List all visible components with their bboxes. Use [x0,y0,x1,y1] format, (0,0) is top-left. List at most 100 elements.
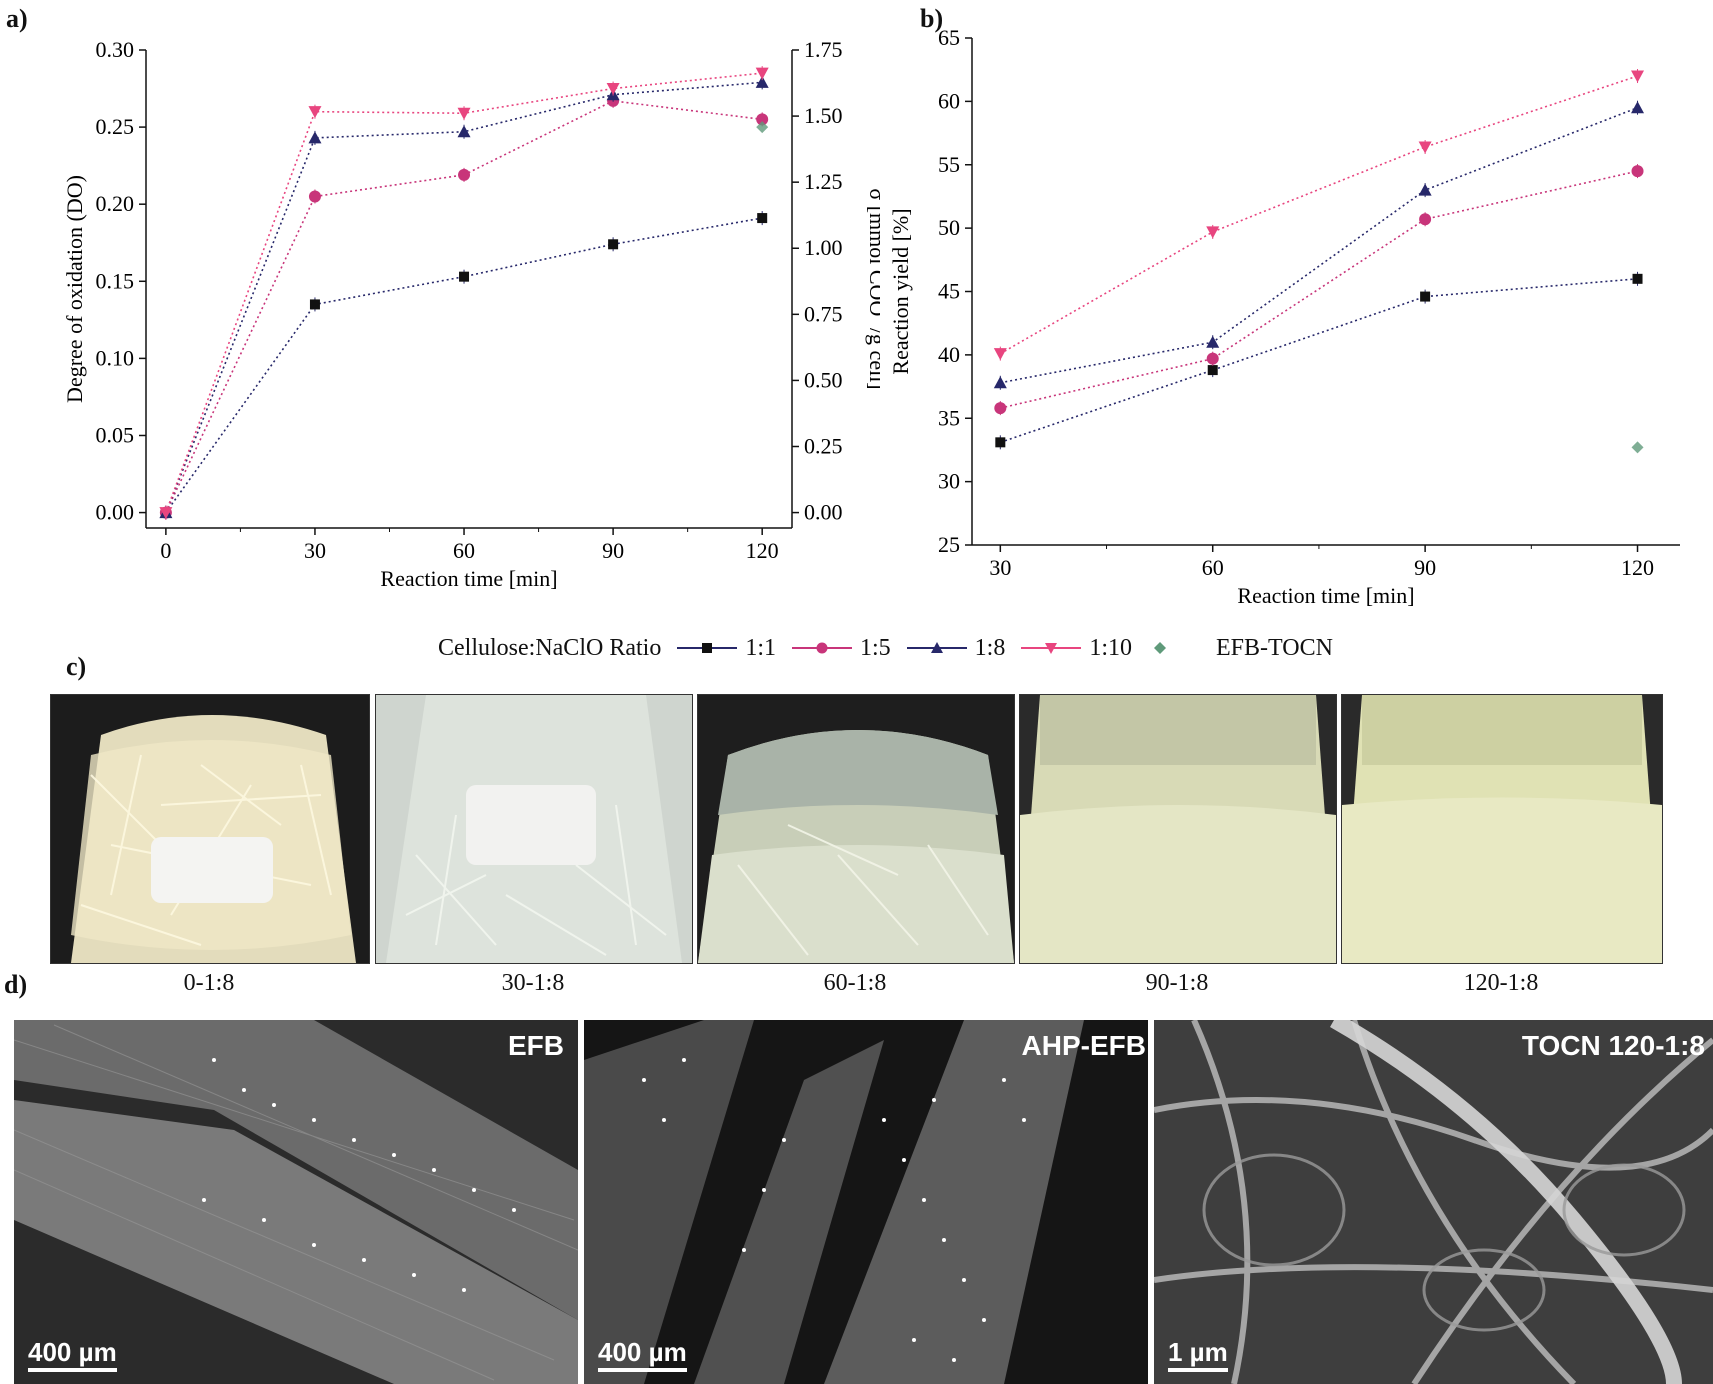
data-point-1-1 [995,437,1006,448]
x-tick-label: 90 [1414,555,1436,580]
right-tick-label: 0.75 [804,301,843,326]
flask-0-image [51,695,369,963]
y-tick-label: 0.10 [96,345,135,370]
data-point-1-1 [608,239,619,250]
data-point-1-5 [756,113,769,126]
scale-bar-efb: 400 µm [28,1337,117,1372]
data-point-1-1 [757,213,768,224]
data-point-1-5 [458,168,471,181]
x-tick-label: 60 [1202,555,1224,580]
sem-image-tocn: TOCN 120-1:8 1 µm [1154,1020,1713,1384]
data-point-1-10 [993,348,1007,361]
panel-label-d: d) [4,970,28,999]
legend-marker-square-icon [677,643,738,653]
data-point-efb-tocn [1631,441,1644,454]
legend-marker-diamond-icon [1154,642,1166,654]
y-tick-label: 0.20 [96,191,135,216]
right-tick-label: 0.00 [804,500,843,525]
y-tick-label: 60 [938,88,960,113]
chart-degree-of-oxidation: 0 30 60 90 120 0.00 0.05 0.10 0.15 0.20 0.25 0.30 0.… [62,37,880,591]
chart-reaction-yield: 30 60 90 120 25 30 35 40 45 50 55 60 65 Reaction time… [888,25,1680,608]
right-tick-label: 1.75 [804,37,843,62]
data-point-1-5 [1206,352,1219,365]
sem-label-ahp-efb: AHP-EFB [1021,1030,1146,1061]
legend-title: Cellulose:NaClO Ratio [438,634,662,661]
data-point-1-8 [1631,101,1645,114]
flask-90-image [1020,695,1336,963]
data-point-1-1 [1207,365,1218,376]
data-point-1-8 [1418,183,1432,196]
legend-item-1-8: 1:8 [905,635,1005,662]
legend-item-1-10: 1:10 [1019,635,1132,662]
data-point-1-8 [457,125,471,138]
y-tick-label: 65 [938,25,960,50]
x-tick-label: 120 [746,538,779,563]
chart-legend: Cellulose:NaClO Ratio 1:1 1:5 1:8 1:10 E [438,630,1333,666]
legend-marker-triangle-down-icon [1021,643,1082,654]
x-tick-label: 120 [1621,555,1654,580]
flask-120-image [1342,695,1662,963]
photo-caption-60: 60-1:8 [823,970,887,996]
y-tick-label: 35 [938,405,960,430]
flask-30-image [376,695,692,963]
flask-photo-0 [50,694,370,964]
series-line-1-10 [999,75,1638,355]
photo-caption-0: 0-1:8 [183,970,235,996]
y-axis-title: Degree of oxidation (DO) [62,175,87,403]
legend-marker-circle-icon [791,642,852,654]
x-axis-title: Reaction time [min] [380,566,557,591]
legend-item-efb-tocn: EFB-TOCN [1146,635,1333,662]
series-line-1-5 [165,100,763,513]
sem-efb-image [14,1020,578,1384]
flask-60-image [698,695,1014,963]
photo-caption-120: 120-1:8 [1463,970,1539,996]
y-axis-title: Reaction yield [%] [888,208,913,374]
scale-bar-tocn: 1 µm [1168,1337,1228,1372]
y-tick-label: 0.15 [96,268,135,293]
series-line-1-8 [1000,106,1638,384]
photo-caption-30: 30-1:8 [501,970,565,996]
right-tick-label: 1.00 [804,235,843,260]
y-tick-label: 0.30 [96,37,135,62]
data-point-1-10 [159,507,173,520]
flask-photo-60 [697,694,1015,964]
right-tick-label: 1.25 [804,169,843,194]
data-point-1-5 [1419,213,1432,226]
x-tick-label: 30 [989,555,1011,580]
panel-label-c: c) [66,652,87,681]
sem-tocn-image [1154,1020,1713,1384]
y-tick-label: 45 [938,279,960,304]
y-tick-label: 0.25 [96,114,135,139]
legend-marker-triangle-up-icon [906,642,967,653]
y-tick-label: 55 [938,152,960,177]
series-line-1-8 [165,81,763,513]
series-line-1-5 [1000,170,1638,409]
y-tick-label: 40 [938,342,960,367]
scale-bar-ahp-efb: 400 µm [598,1337,687,1372]
flask-photo-90 [1019,694,1337,964]
x-tick-label: 90 [602,538,624,563]
data-point-1-10 [1631,70,1645,83]
data-point-1-1 [459,271,470,282]
right-tick-label: 1.50 [804,103,843,128]
sem-ahp-efb-image [584,1020,1148,1384]
data-point-1-10 [1206,226,1220,239]
x-tick-label: 30 [304,538,326,563]
x-tick-label: 60 [453,538,475,563]
data-point-1-5 [308,190,321,203]
right-tick-label: 0.50 [804,367,843,392]
data-point-1-10 [457,107,471,120]
data-point-1-8 [993,376,1007,389]
series-line-1-1 [165,217,763,514]
data-point-1-1 [1420,291,1431,302]
data-point-1-10 [755,67,769,80]
sem-image-ahp-efb: AHP-EFB 400 µm [584,1020,1148,1384]
data-point-1-5 [1631,165,1644,178]
y-tick-label: 25 [938,532,960,557]
y-tick-label: 50 [938,215,960,240]
data-point-1-10 [606,83,620,96]
sem-label-efb: EFB [508,1030,564,1061]
series-line-1-10 [165,72,763,513]
data-point-1-10 [308,106,322,119]
data-point-1-10 [1418,141,1432,154]
